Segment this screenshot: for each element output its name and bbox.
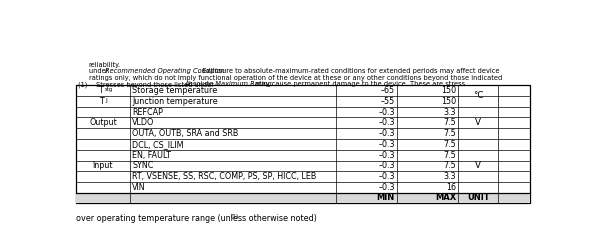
- Text: 7.5: 7.5: [443, 151, 456, 160]
- Text: VIN: VIN: [132, 183, 145, 192]
- Bar: [76, 85, 530, 203]
- Text: T: T: [99, 97, 104, 106]
- Text: Storage temperature: Storage temperature: [132, 86, 217, 95]
- Text: T: T: [98, 86, 103, 95]
- Text: V: V: [475, 118, 481, 127]
- Text: (1): (1): [230, 214, 239, 219]
- Text: under: under: [89, 68, 111, 74]
- Text: Output: Output: [89, 118, 117, 127]
- Text: OUTA, OUTB, SRA and SRB: OUTA, OUTB, SRA and SRB: [132, 129, 238, 138]
- Text: –0.3: –0.3: [378, 172, 395, 181]
- Text: –0.3: –0.3: [378, 107, 395, 117]
- Text: VLDO: VLDO: [132, 118, 154, 127]
- Text: MIN: MIN: [376, 193, 395, 202]
- Text: REFCAP: REFCAP: [132, 107, 163, 117]
- Text: MAX: MAX: [435, 193, 456, 202]
- Text: 7.5: 7.5: [443, 162, 456, 170]
- Text: 16: 16: [446, 183, 456, 192]
- Text: UNIT: UNIT: [467, 193, 489, 202]
- Text: 150: 150: [441, 97, 456, 106]
- Text: 3.3: 3.3: [444, 172, 456, 181]
- Text: 7.5: 7.5: [443, 129, 456, 138]
- Text: RT, VSENSE, SS, RSC, COMP, PS, SP, HICC, LEB: RT, VSENSE, SS, RSC, COMP, PS, SP, HICC,…: [132, 172, 316, 181]
- Text: ratings only, which do not imply functional operation of the device at these or : ratings only, which do not imply functio…: [89, 75, 502, 81]
- Text: EN, FAULT: EN, FAULT: [132, 151, 171, 160]
- Text: –65: –65: [381, 86, 395, 95]
- Text: –0.3: –0.3: [378, 140, 395, 149]
- Text: Absolute Maximum Rating: Absolute Maximum Rating: [185, 81, 272, 87]
- Text: –0.3: –0.3: [378, 118, 395, 127]
- Text: °C: °C: [473, 91, 483, 100]
- Text: –0.3: –0.3: [378, 129, 395, 138]
- Text: Junction temperature: Junction temperature: [132, 97, 217, 106]
- Text: Recommended Operating Condition: Recommended Operating Condition: [105, 68, 225, 74]
- Text: 3.3: 3.3: [444, 107, 456, 117]
- Text: reliability.: reliability.: [89, 62, 121, 68]
- Text: over operating temperature range (unless otherwise noted): over operating temperature range (unless…: [76, 214, 317, 223]
- Text: –55: –55: [381, 97, 395, 106]
- Text: DCL, CS_ILIM: DCL, CS_ILIM: [132, 140, 184, 149]
- Text: 7.5: 7.5: [443, 118, 456, 127]
- Text: . Exposure to absolute-maximum-rated conditions for extended periods may affect : . Exposure to absolute-maximum-rated con…: [198, 68, 499, 74]
- Bar: [76, 193, 530, 203]
- Text: 7.5: 7.5: [443, 140, 456, 149]
- Text: 150: 150: [441, 86, 456, 95]
- Text: V: V: [475, 162, 481, 170]
- Text: Input: Input: [93, 162, 113, 170]
- Text: SYNC: SYNC: [132, 162, 154, 170]
- Text: may cause permanent damage to the device. These are stress: may cause permanent damage to the device…: [253, 81, 465, 87]
- Text: J: J: [105, 98, 107, 103]
- Text: –0.3: –0.3: [378, 162, 395, 170]
- Text: stg: stg: [105, 87, 113, 92]
- Text: –0.3: –0.3: [378, 151, 395, 160]
- Text: –0.3: –0.3: [378, 183, 395, 192]
- Text: (1)  Stresses beyond those listed under: (1) Stresses beyond those listed under: [78, 81, 216, 88]
